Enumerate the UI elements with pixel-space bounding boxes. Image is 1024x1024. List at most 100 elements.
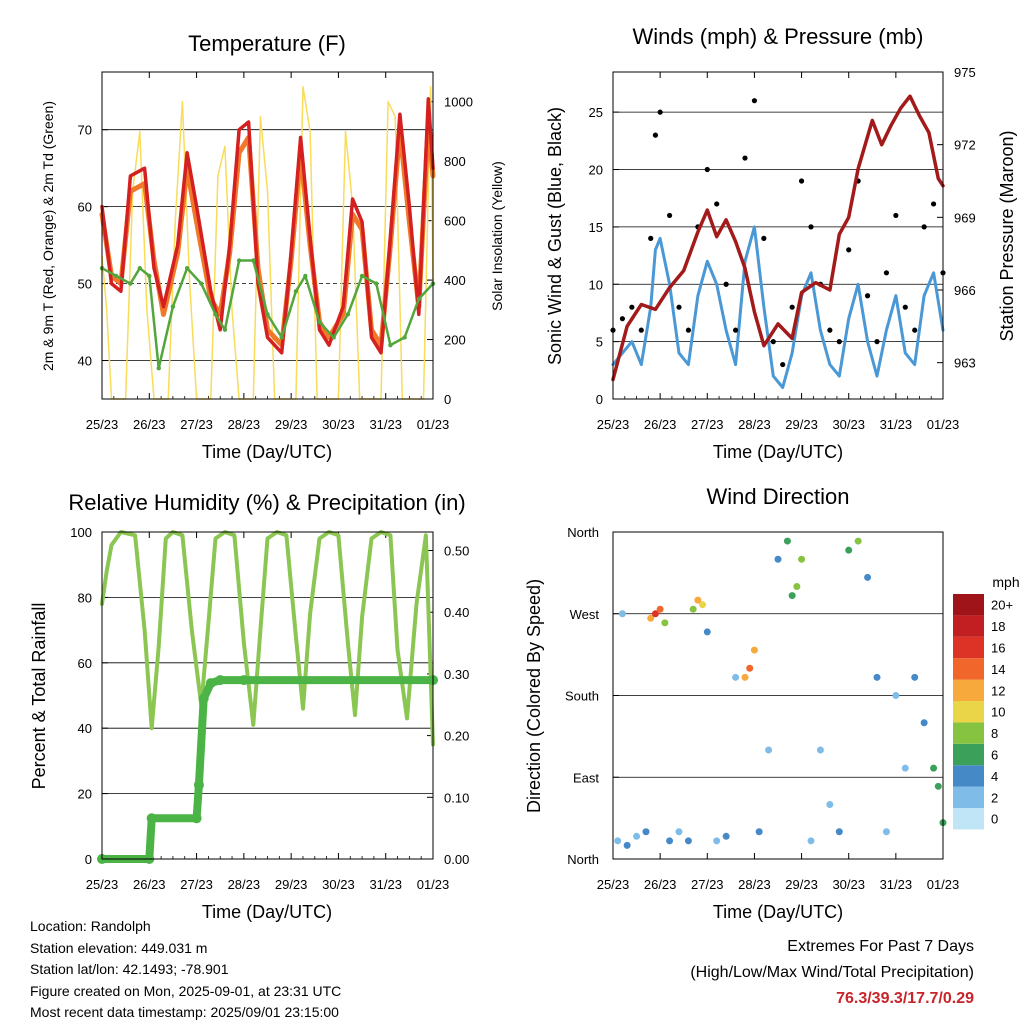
y-tick-label: 40 xyxy=(78,354,92,369)
direction-point xyxy=(661,619,669,627)
direction-point xyxy=(699,601,707,609)
x-tick-label: 31/23 xyxy=(369,417,402,432)
colorbar-label: 14 xyxy=(991,662,1005,677)
direction-point xyxy=(882,828,890,836)
gust-point xyxy=(902,304,908,310)
direction-point xyxy=(703,628,711,636)
y-right-tick-label: 975 xyxy=(954,65,976,80)
direction-point xyxy=(623,841,631,849)
colorbar-swatch xyxy=(953,765,984,787)
direction-point xyxy=(774,555,782,563)
winds-xlabel: Time (Day/UTC) xyxy=(713,442,843,462)
dewpoint-point xyxy=(359,273,365,279)
y-right-tick-label: 0.50 xyxy=(444,544,469,559)
y-tick-label: 0 xyxy=(596,392,603,407)
y-tick-label: West xyxy=(570,607,600,622)
colorbar-swatch xyxy=(953,743,984,766)
x-tick-label: 25/23 xyxy=(597,417,630,432)
direction-point xyxy=(901,764,909,772)
direction-point xyxy=(689,605,697,613)
x-tick-label: 30/23 xyxy=(832,877,865,892)
colorbar-swatch xyxy=(953,722,984,744)
precipitation-line xyxy=(98,676,437,863)
direction-point xyxy=(684,837,692,845)
x-tick-label: 30/23 xyxy=(832,417,865,432)
gust-point xyxy=(742,155,748,161)
recent-timestamp-text: Most recent data timestamp: 2025/09/01 2… xyxy=(30,1004,339,1020)
dewpoint-point xyxy=(317,319,322,325)
y-right-tick-label: 200 xyxy=(444,333,466,348)
x-tick-label: 01/23 xyxy=(417,877,450,892)
direction-point xyxy=(934,782,942,790)
x-tick-label: 31/23 xyxy=(880,417,913,432)
colorbar-swatch xyxy=(953,636,984,659)
colorbar-label: 18 xyxy=(991,619,1005,634)
direction-point xyxy=(651,610,659,618)
direction-point xyxy=(783,537,791,545)
y-right-tick-label: 0 xyxy=(444,392,451,407)
dewpoint-point xyxy=(402,335,407,340)
station-pressure-line xyxy=(611,94,945,382)
gust-point xyxy=(912,327,918,333)
direction-point xyxy=(713,837,721,845)
dewpoint-point xyxy=(147,273,152,279)
y-right-tick-label: 0.20 xyxy=(444,729,469,744)
dewpoint-point xyxy=(236,258,242,263)
direction-point xyxy=(618,610,626,618)
latlon-text: Station lat/lon: 42.1493; -78.901 xyxy=(30,961,229,977)
direction-point xyxy=(892,692,900,699)
direction-point xyxy=(854,537,862,545)
precipitation-point xyxy=(238,675,249,686)
x-tick-label: 27/23 xyxy=(180,417,213,432)
temperature-title: Temperature (F) xyxy=(188,31,346,56)
x-tick-label: 01/23 xyxy=(927,877,960,892)
y-tick-label: 100 xyxy=(70,525,92,540)
x-tick-label: 28/23 xyxy=(738,417,771,432)
colorbar-swatch xyxy=(953,786,984,808)
humidity-panel: Relative Humidity (%) & Precipitation (i… xyxy=(29,490,469,922)
extremes-title: Extremes For Past 7 Days xyxy=(787,938,974,955)
y-tick-label: 80 xyxy=(78,590,92,605)
created-text: Figure created on Mon, 2025-09-01, at 23… xyxy=(30,982,342,999)
gust-point xyxy=(648,235,654,241)
direction-point xyxy=(642,828,650,836)
y-tick-label: 15 xyxy=(589,220,603,235)
direction-point xyxy=(845,546,853,554)
colorbar-swatch xyxy=(953,615,984,637)
plot-frame xyxy=(612,531,944,860)
x-tick-label: 30/23 xyxy=(322,877,355,892)
colorbar-label: 10 xyxy=(991,705,1005,720)
colorbar-label: 16 xyxy=(991,641,1005,656)
gust-point xyxy=(798,178,805,184)
extremes-subtitle: (High/Low/Max Wind/Total Precipitation) xyxy=(690,964,974,981)
direction-point xyxy=(732,673,740,681)
plot-frame xyxy=(101,531,434,860)
dewpoint-point xyxy=(128,281,133,286)
gust-point xyxy=(732,327,739,333)
gust-point xyxy=(883,270,890,276)
dewpoint-point xyxy=(184,266,190,271)
direction-point xyxy=(656,605,664,613)
direction-point xyxy=(722,832,730,840)
temperature-ylabel-right: Solar Insolation (Yellow) xyxy=(489,161,505,311)
direction-point xyxy=(835,828,843,836)
temperature-ylabel-left: 2m & 9m T (Red, Orange) & 2m Td (Green) xyxy=(40,101,56,371)
x-tick-label: 26/23 xyxy=(644,417,677,432)
y-tick-label: 0 xyxy=(85,852,92,867)
y-tick-label: 40 xyxy=(78,721,92,736)
dewpoint-point xyxy=(222,327,228,332)
direction-point xyxy=(816,746,824,754)
dewpoint-point xyxy=(213,312,218,317)
dewpoint-point xyxy=(170,304,176,309)
dewpoint-point xyxy=(303,273,308,279)
x-tick-label: 25/23 xyxy=(86,877,119,892)
colorbar-swatch xyxy=(953,658,984,680)
y-right-tick-label: 969 xyxy=(954,210,976,225)
dewpoint-point xyxy=(331,335,336,340)
colorbar-label: 0 xyxy=(991,812,998,827)
direction-title: Wind Direction xyxy=(706,484,849,509)
elevation-text: Station elevation: 449.031 m xyxy=(30,939,208,956)
y-right-tick-label: 0.30 xyxy=(444,667,469,682)
direction-point xyxy=(920,719,928,727)
y-right-tick-label: 963 xyxy=(954,356,976,371)
